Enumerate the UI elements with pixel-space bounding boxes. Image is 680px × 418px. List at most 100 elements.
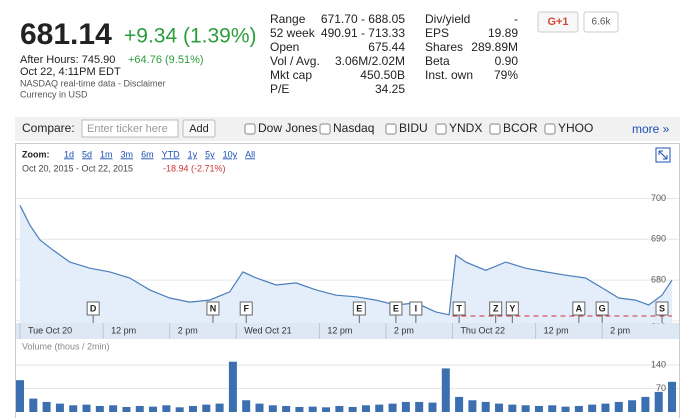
volume-bar bbox=[654, 391, 663, 412]
volume-bar bbox=[361, 405, 370, 412]
flag-box[interactable] bbox=[452, 301, 466, 316]
x-tick-label: Wed Oct 21 bbox=[244, 325, 291, 335]
volume-bar bbox=[534, 405, 543, 412]
stat-value: 671.70 - 688.05 bbox=[321, 12, 405, 26]
compare-label: Compare: bbox=[22, 121, 75, 135]
flag-box[interactable] bbox=[489, 301, 503, 316]
flag-box[interactable] bbox=[572, 301, 586, 316]
stat-value: 19.89 bbox=[488, 26, 518, 40]
flag-label[interactable]: G bbox=[599, 303, 606, 313]
x-tick-label: Tue Oct 20 bbox=[28, 325, 72, 335]
stat-value: 289.89M bbox=[471, 40, 518, 54]
price: 681.14 bbox=[20, 18, 112, 51]
checkbox[interactable] bbox=[435, 123, 447, 135]
flag-label[interactable]: T bbox=[456, 303, 462, 313]
volume-bar bbox=[588, 404, 597, 412]
x-tick-label: 2 pm bbox=[178, 325, 198, 335]
flag-label[interactable]: F bbox=[243, 303, 249, 313]
compare-option[interactable]: Dow Jones bbox=[258, 121, 317, 135]
range-change: -18.94 (-2.71%) bbox=[163, 163, 226, 173]
checkbox[interactable] bbox=[544, 123, 556, 135]
add-button[interactable] bbox=[182, 119, 216, 138]
volume-bar bbox=[162, 405, 171, 412]
zoom-option[interactable]: 5y bbox=[205, 149, 215, 159]
zoom-option[interactable]: 1m bbox=[100, 149, 113, 159]
stat-value: - bbox=[514, 12, 518, 26]
flag-label[interactable]: Z bbox=[493, 303, 499, 313]
volume-bar bbox=[455, 396, 464, 412]
ticker-placeholder[interactable]: Enter ticker here bbox=[87, 123, 168, 135]
checkbox[interactable] bbox=[385, 123, 397, 135]
volume-bar bbox=[668, 381, 676, 412]
flag-box[interactable] bbox=[595, 301, 609, 316]
checkbox[interactable] bbox=[244, 123, 256, 135]
flag-label[interactable]: E bbox=[356, 303, 362, 313]
flag-box[interactable] bbox=[239, 301, 253, 316]
volume-bar bbox=[282, 405, 291, 412]
data-source[interactable]: NASDAQ real-time data - Disclaimer bbox=[20, 78, 166, 88]
flag-label[interactable]: I bbox=[415, 303, 418, 313]
checkbox[interactable] bbox=[319, 123, 331, 135]
volume-bar bbox=[548, 405, 557, 412]
flag-label[interactable]: Y bbox=[509, 303, 515, 313]
plus-one-button[interactable] bbox=[537, 11, 579, 33]
plus-one-count: 6.6k bbox=[592, 17, 612, 28]
stat-label: Div/yield bbox=[425, 12, 470, 26]
volume-bar bbox=[188, 405, 197, 412]
fullscreen-arrow[interactable] bbox=[658, 150, 668, 160]
y-tick-label: 680 bbox=[651, 274, 666, 284]
compare-option[interactable]: Nasdaq bbox=[333, 121, 374, 135]
compare-option[interactable]: BCOR bbox=[503, 121, 538, 135]
stat-value: 675.44 bbox=[368, 40, 405, 54]
zoom-option[interactable]: YTD bbox=[162, 149, 181, 159]
zoom-option[interactable]: 3m bbox=[121, 149, 134, 159]
flag-label[interactable]: E bbox=[393, 303, 399, 313]
x-tick-label: 12 pm bbox=[327, 325, 352, 335]
flag-box[interactable] bbox=[206, 301, 220, 316]
y-tick-label: 700 bbox=[651, 193, 666, 203]
volume-title: Volume (thous / 2min) bbox=[22, 341, 110, 351]
checkbox[interactable] bbox=[489, 123, 501, 135]
volume-bar bbox=[574, 405, 583, 412]
flag-box[interactable] bbox=[409, 301, 423, 316]
x-tick-label: 12 pm bbox=[111, 325, 136, 335]
compare-option[interactable]: YNDX bbox=[449, 121, 482, 135]
stat-label: Beta bbox=[425, 54, 450, 68]
volume-bar bbox=[388, 403, 397, 412]
stat-label: 52 week bbox=[270, 26, 316, 40]
flag-box[interactable] bbox=[389, 301, 403, 316]
flag-box[interactable] bbox=[505, 301, 519, 316]
y-tick-label: 70 bbox=[656, 383, 666, 393]
flag-box[interactable] bbox=[655, 301, 669, 316]
compare-options: Dow Jones Nasdaq BIDU YNDX BCOR YHOO bbox=[244, 121, 593, 135]
more-link[interactable]: more » bbox=[632, 122, 670, 136]
volume-bar bbox=[348, 406, 357, 412]
plus-one-label[interactable]: G+1 bbox=[547, 16, 568, 28]
zoom-option[interactable]: 5d bbox=[82, 149, 92, 159]
date-range: Oct 20, 2015 - Oct 22, 2015 bbox=[22, 163, 133, 173]
flag-label[interactable]: D bbox=[90, 303, 97, 313]
stat-value: 3.06M/2.02M bbox=[335, 54, 405, 68]
quote-time: Oct 22, 4:11PM EDT bbox=[20, 66, 121, 78]
flag-label[interactable]: S bbox=[659, 303, 665, 313]
volume-bar bbox=[415, 401, 424, 412]
compare-option[interactable]: YHOO bbox=[558, 121, 593, 135]
x-tick-label: 2 pm bbox=[610, 325, 630, 335]
flag-label[interactable]: A bbox=[576, 303, 583, 313]
volume-bar bbox=[495, 403, 504, 412]
currency: Currency in USD bbox=[20, 89, 88, 99]
zoom-label: Zoom: bbox=[22, 149, 50, 159]
flag-box[interactable] bbox=[352, 301, 366, 316]
zoom-option[interactable]: 10y bbox=[223, 149, 238, 159]
flag-box[interactable] bbox=[86, 301, 100, 316]
zoom-option[interactable]: All bbox=[245, 149, 255, 159]
flag-label[interactable]: N bbox=[210, 303, 217, 313]
compare-option[interactable]: BIDU bbox=[399, 121, 428, 135]
zoom-option[interactable]: 1y bbox=[188, 149, 198, 159]
x-tick-label: 2 pm bbox=[394, 325, 414, 335]
zoom-option[interactable]: 6m bbox=[141, 149, 154, 159]
add-label[interactable]: Add bbox=[189, 123, 209, 135]
x-tick-label: Thu Oct 22 bbox=[460, 325, 505, 335]
ticker-input[interactable] bbox=[81, 119, 179, 138]
zoom-option[interactable]: 1d bbox=[64, 149, 74, 159]
